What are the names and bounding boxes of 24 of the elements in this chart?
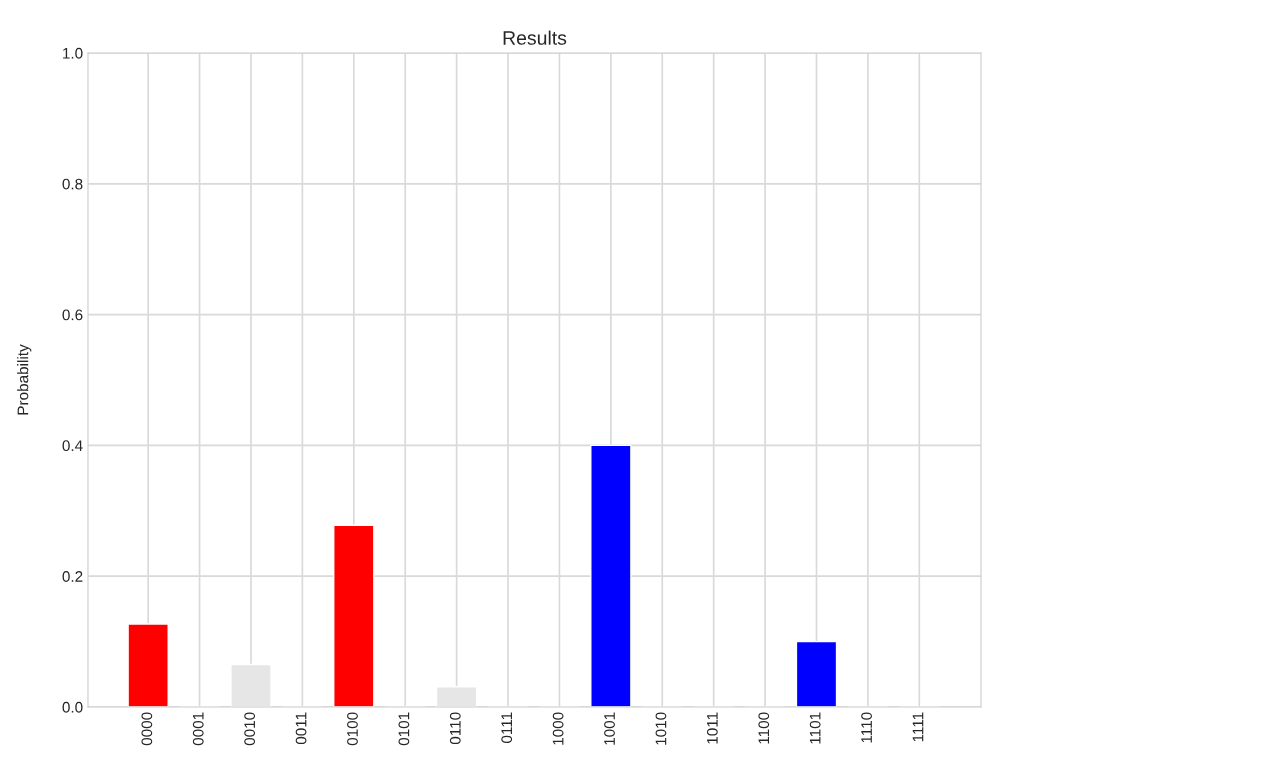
x-tick-label: 1010 [655, 712, 667, 745]
y-tick-label: 0.6 [62, 309, 83, 321]
x-tick-label: 0011 [295, 712, 307, 745]
x-tick-label: 1001 [604, 712, 615, 745]
chart-title: Results [503, 30, 567, 45]
x-tick-label: 1011 [706, 712, 718, 744]
x-tick-label: 1000 [552, 712, 564, 745]
x-tick-label: 1111 [912, 712, 924, 742]
y-tick-label: 0.2 [62, 571, 83, 582]
x-tick-label: 0101 [398, 712, 410, 746]
x-tick-label: 0110 [449, 712, 461, 745]
y-tick-label: 0.0 [62, 701, 83, 713]
x-tick-label: 0100 [347, 712, 358, 746]
y-axis-title: Probability [17, 344, 32, 415]
x-tick-label: 1110 [861, 712, 872, 743]
x-tick-label: 0010 [244, 712, 256, 746]
x-tick-label: 0111 [501, 712, 513, 743]
x-tick-label: 1100 [758, 712, 770, 744]
x-tick-label: 1101 [809, 712, 821, 744]
y-tick-label: 0.8 [62, 178, 83, 190]
x-tick-label: 0000 [141, 712, 153, 746]
y-tick-label: 0.4 [62, 440, 83, 452]
x-tick-label: 0001 [192, 712, 204, 746]
y-tick-label: 1.0 [63, 47, 83, 59]
